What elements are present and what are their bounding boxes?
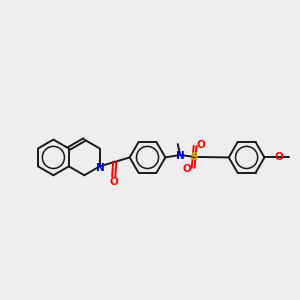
Text: N: N: [176, 151, 184, 161]
Text: O: O: [275, 152, 284, 162]
Text: O: O: [109, 177, 118, 187]
Text: O: O: [183, 164, 191, 174]
Text: S: S: [190, 152, 198, 162]
Text: N: N: [96, 163, 105, 173]
Text: O: O: [196, 140, 206, 150]
